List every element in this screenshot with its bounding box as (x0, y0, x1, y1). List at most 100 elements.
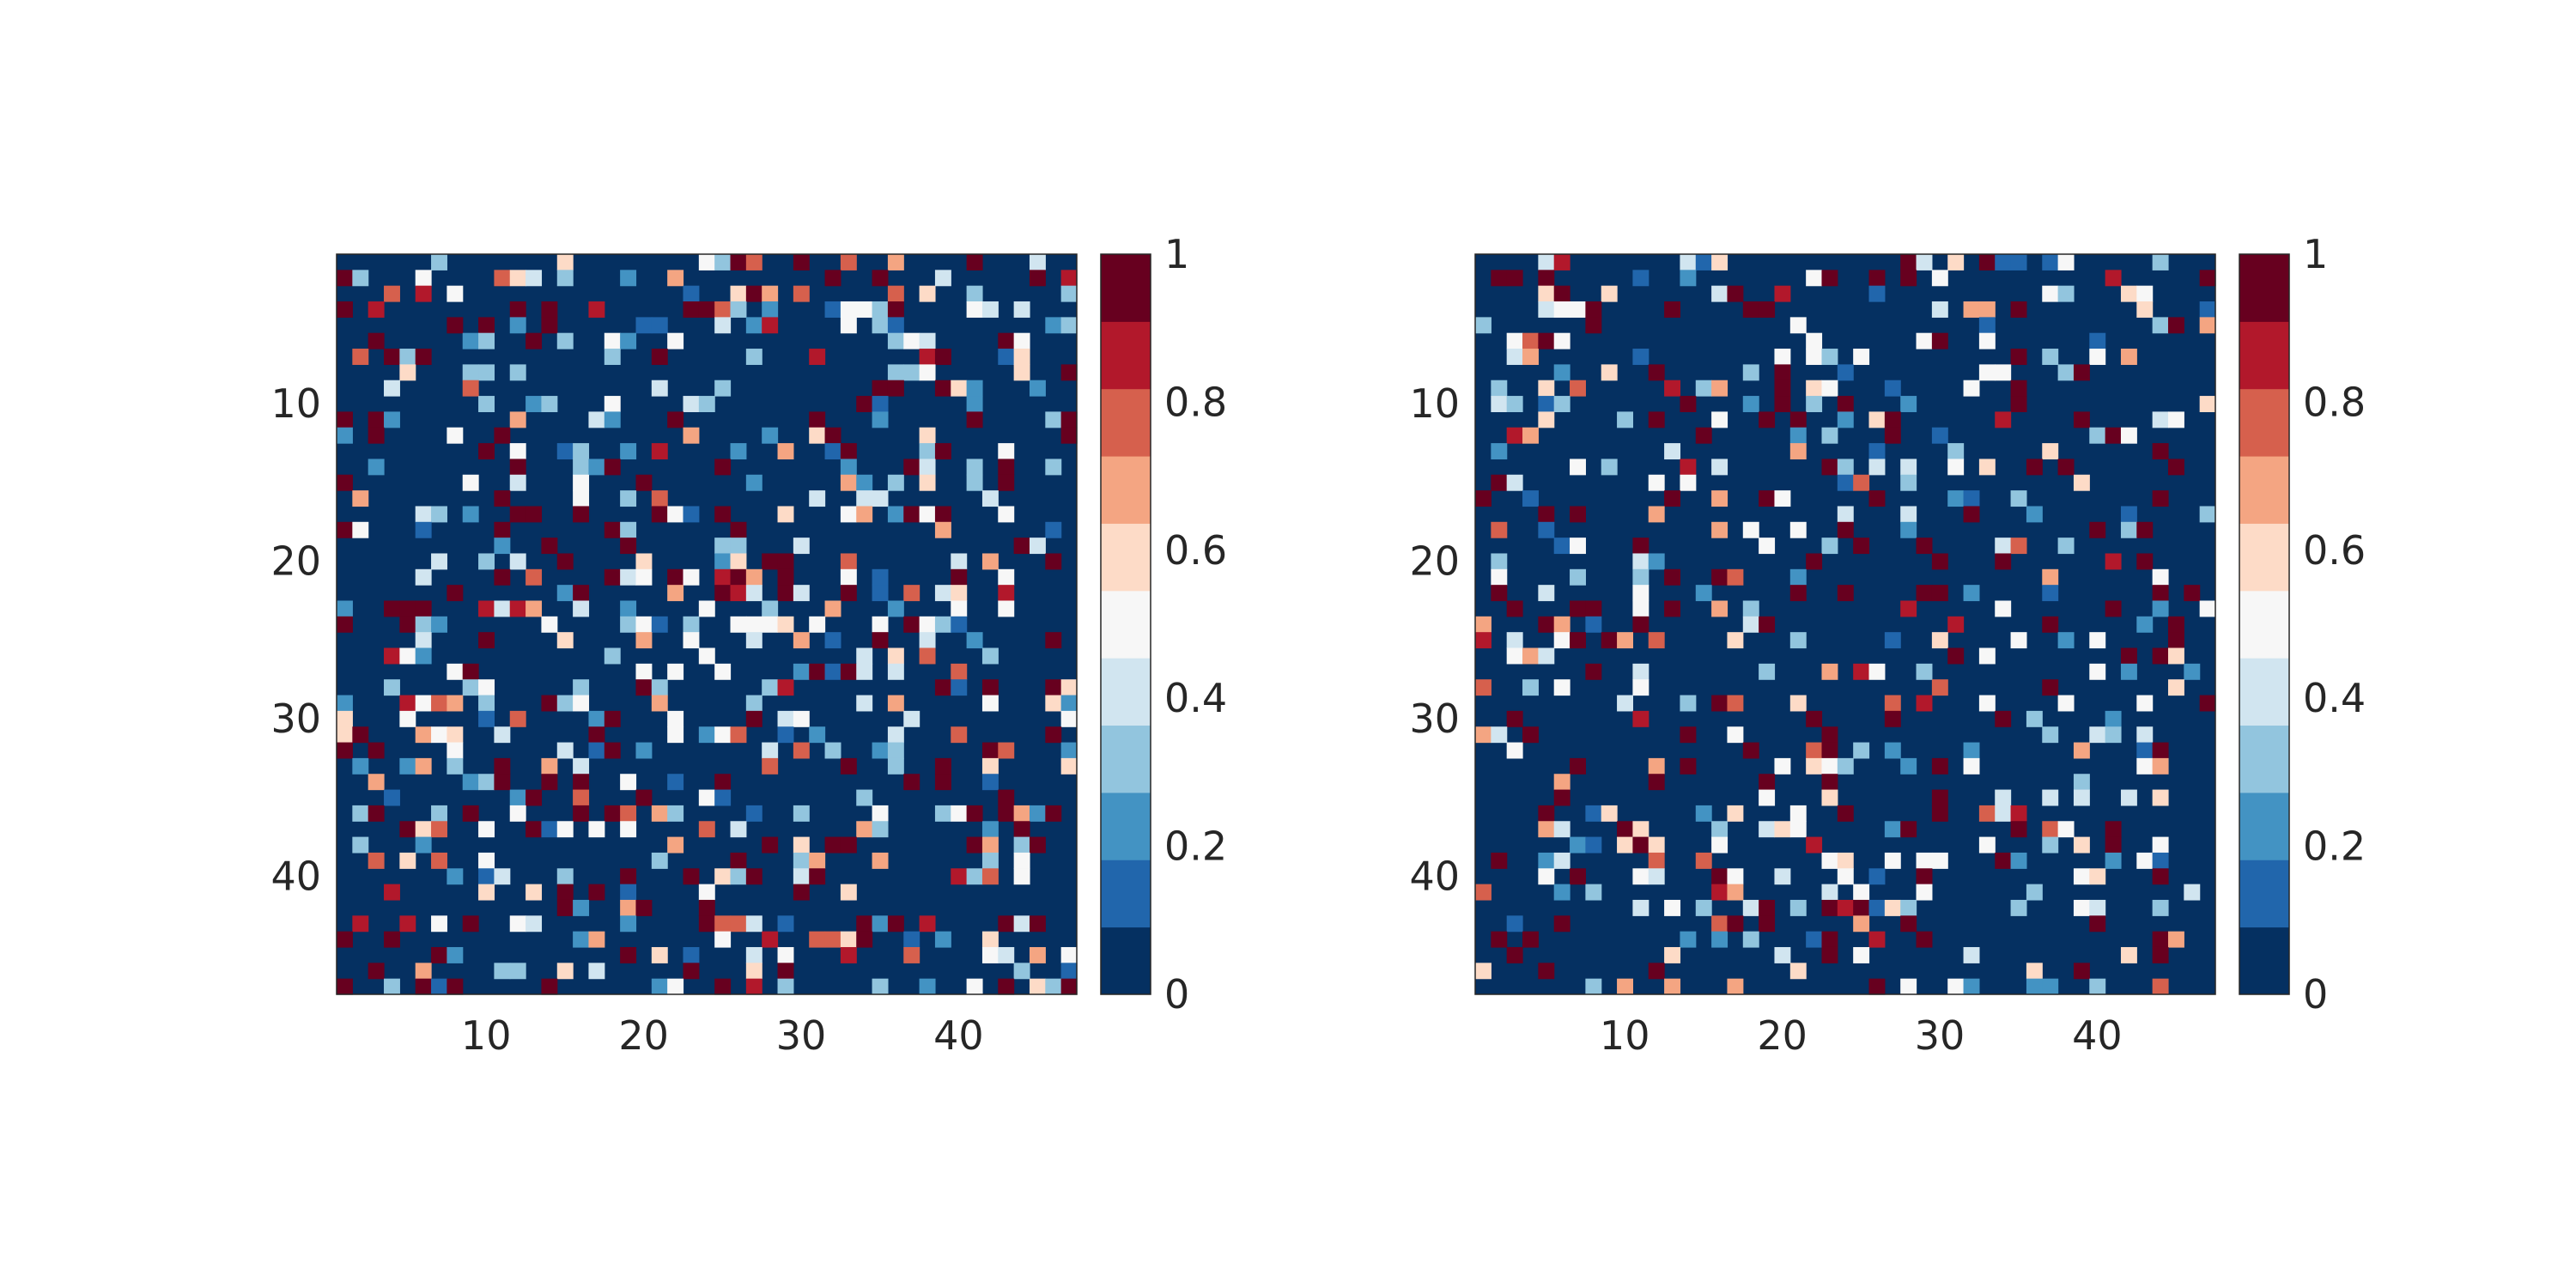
colorbar-tick-label: 0.6 (1164, 527, 1227, 574)
heatmap-cell (1806, 742, 1823, 759)
heatmap-cell (887, 757, 904, 775)
heatmap-cell (1900, 254, 1917, 270)
heatmap-cell (431, 726, 447, 744)
heatmap-cell (840, 254, 857, 270)
heatmap-cell (872, 852, 889, 869)
heatmap-cell (762, 317, 779, 334)
heatmap-cell (1045, 695, 1062, 712)
heatmap-cell (966, 805, 983, 822)
colorbar-segment (1101, 388, 1151, 457)
heatmap-cell (872, 270, 889, 287)
heatmap-cell (1632, 868, 1649, 885)
heatmap-cell (1963, 380, 1980, 397)
x-tick-label: 30 (776, 1012, 827, 1059)
colorbar-segment (1101, 927, 1151, 995)
heatmap-cell (620, 521, 637, 538)
heatmap-cell (1695, 899, 1712, 916)
heatmap-cell (745, 963, 762, 980)
heatmap-cell (2010, 380, 2027, 397)
heatmap-cell (2026, 884, 2043, 901)
heatmap-cell (1759, 663, 1776, 680)
heatmap-cell (2089, 521, 2106, 538)
heatmap-cell (809, 852, 826, 869)
heatmap-cell (352, 836, 369, 854)
heatmap-cell (2042, 836, 2059, 854)
heatmap-cell (1711, 411, 1728, 428)
y-tick-label: 20 (270, 538, 321, 585)
x-tick-label: 10 (461, 1012, 512, 1059)
colorbar-segment (2239, 321, 2289, 390)
heatmap-cell (683, 632, 700, 649)
heatmap-cell (919, 915, 936, 933)
heatmap-cell (1978, 647, 1996, 665)
heatmap-cell (1632, 710, 1649, 727)
heatmap-cell (981, 836, 999, 854)
heatmap-cell (635, 616, 653, 633)
heatmap-cell (1475, 616, 1492, 633)
heatmap-cell (1506, 427, 1523, 444)
heatmap-cell (431, 946, 447, 963)
heatmap-cell (2089, 915, 2106, 933)
heatmap-cell (635, 317, 653, 334)
heatmap-cell (2057, 459, 2075, 476)
heatmap-cell (1538, 805, 1555, 822)
heatmap-cell (635, 632, 653, 649)
heatmap-cell (1947, 647, 1965, 665)
heatmap-cell (981, 946, 999, 963)
heatmap-cell (872, 821, 889, 838)
heatmap-cell (667, 506, 684, 523)
heatmap-cell (462, 663, 479, 680)
heatmap-cell (777, 963, 794, 980)
heatmap-cell (1742, 521, 1759, 538)
heatmap-cell (1837, 364, 1854, 381)
heatmap-cell (588, 963, 605, 980)
heatmap-cell (887, 474, 904, 491)
heatmap-cell (478, 868, 495, 885)
heatmap-cell (556, 742, 574, 759)
heatmap-cell (714, 553, 732, 570)
heatmap-cell (1695, 380, 1712, 397)
heatmap-cell (934, 679, 951, 696)
heatmap-cell (447, 742, 464, 759)
heatmap-cell (573, 931, 590, 948)
heatmap-cell (478, 396, 495, 412)
heatmap-cell (1491, 270, 1508, 287)
heatmap-cell (2089, 332, 2106, 349)
heatmap-cell (1632, 600, 1649, 617)
heatmap-cell (2010, 538, 2027, 555)
heatmap-cell (1475, 884, 1492, 901)
heatmap-cell (573, 600, 590, 617)
heatmap-cell (478, 695, 495, 712)
heatmap-cell (714, 301, 732, 318)
heatmap-cell (1060, 978, 1078, 995)
heatmap-cell (1664, 899, 1681, 916)
heatmap-cell (998, 789, 1015, 806)
heatmap-cell (1060, 695, 1078, 712)
heatmap-cell (1916, 585, 1933, 602)
heatmap-cell (1538, 585, 1555, 602)
heatmap-cell (2105, 852, 2122, 869)
heatmap-cell (556, 632, 574, 649)
heatmap-cell (1491, 568, 1508, 586)
heatmap-cell (809, 427, 826, 444)
heatmap-cell (981, 301, 999, 318)
heatmap-cell (1742, 301, 1759, 318)
heatmap-cell (1727, 285, 1744, 302)
heatmap-cell (1931, 679, 1948, 696)
heatmap-cell (1900, 899, 1917, 916)
heatmap-cell (1648, 474, 1665, 491)
heatmap-cell (1680, 931, 1697, 948)
heatmap-cell (1821, 538, 1838, 555)
heatmap-cell (1585, 317, 1602, 334)
heatmap-cell (1916, 332, 1933, 349)
heatmap-cell (966, 301, 983, 318)
colorbar-tick-label: 0.6 (2303, 527, 2366, 574)
heatmap-cell (2167, 459, 2184, 476)
heatmap-cell (620, 774, 637, 791)
heatmap-cell (415, 349, 432, 365)
heatmap-cell (1570, 600, 1586, 617)
y-tick-label: 30 (1409, 696, 1460, 742)
heatmap-cell (840, 459, 857, 476)
heatmap-cell (478, 332, 495, 349)
heatmap-cell (399, 710, 416, 727)
